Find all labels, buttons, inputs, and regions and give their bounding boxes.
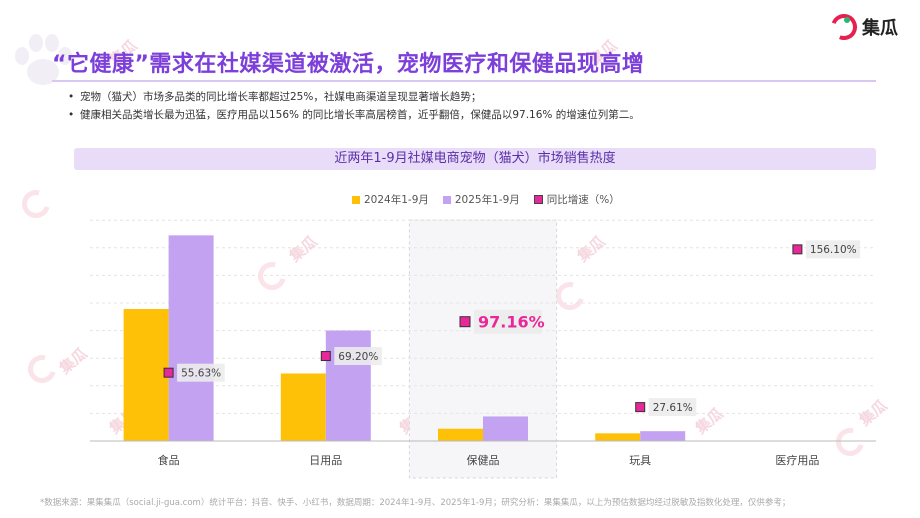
bar-2024	[438, 428, 483, 441]
bar-2024	[280, 373, 326, 441]
growth-label: 69.20%	[338, 351, 378, 363]
title-divider	[52, 80, 876, 82]
data-source-note: *数据来源：果集集瓜（social.ji-gua.com）统计平台：抖音、快手、…	[40, 498, 791, 508]
growth-marker	[320, 351, 331, 362]
legend-label-2025: 2025年1-9月	[454, 194, 520, 206]
growth-label-bg	[177, 363, 225, 382]
growth-label-bg	[334, 347, 382, 366]
brand-logo: 集瓜	[831, 14, 898, 40]
bar-2025	[168, 235, 214, 441]
brand-name: 集瓜	[862, 18, 898, 39]
summary-bullet: 宠物（猫犬）市场多品类的同比增长率都超过25%，社媒电商渠道呈现显著增长趋势；	[68, 88, 640, 106]
growth-label-bg	[805, 240, 861, 259]
growth-label: 55.63%	[181, 367, 221, 379]
bar-2024	[123, 309, 169, 441]
jigua-logo-icon	[831, 14, 857, 40]
summary-bullets: 宠物（猫犬）市场多品类的同比增长率都超过25%，社媒电商渠道呈现显著增长趋势； …	[68, 88, 640, 124]
chart-title: 近两年1-9月社媒电商宠物（猫犬）市场销售热度	[74, 148, 876, 170]
legend-swatch-2024	[352, 195, 360, 204]
bar-2024	[595, 433, 641, 441]
legend-label-2024: 2024年1-9月	[364, 194, 429, 206]
growth-label-bg	[474, 309, 542, 334]
growth-label: 27.61%	[653, 402, 693, 414]
growth-label-bg	[648, 398, 697, 417]
bar-2025	[640, 431, 686, 441]
page-title: “它健康”需求在社媒渠道被激活，宠物医疗和保健品现高增	[52, 52, 645, 77]
legend-item-2024: 2024年1-9月	[352, 192, 429, 207]
growth-label: 97.16%	[478, 312, 545, 331]
chart-legend: 2024年1-9月 2025年1-9月 同比增速（%）	[352, 192, 620, 207]
x-tick-label: 食品	[158, 453, 180, 467]
legend-label-growth: 同比增速（%）	[546, 194, 620, 206]
growth-marker	[792, 244, 803, 255]
legend-swatch-2025	[442, 195, 451, 204]
legend-item-growth: 同比增速（%）	[533, 192, 620, 207]
x-tick-label: 日用品	[309, 454, 342, 467]
legend-item-2025: 2025年1-9月	[442, 192, 520, 207]
x-tick-label: 保健品	[467, 453, 500, 467]
growth-marker	[163, 367, 174, 378]
growth-marker	[459, 316, 471, 328]
x-tick-label: 玩具	[629, 454, 651, 467]
bar-2025	[483, 416, 528, 441]
growth-label: 156.10%	[810, 244, 857, 256]
summary-bullet: 健康相关品类增长最为迅猛，医疗用品以156% 的同比增长率高居榜首，近乎翻倍，保…	[68, 106, 640, 124]
legend-swatch-growth	[533, 195, 543, 204]
growth-marker	[635, 402, 646, 413]
x-tick-label: 医疗用品	[775, 453, 819, 467]
